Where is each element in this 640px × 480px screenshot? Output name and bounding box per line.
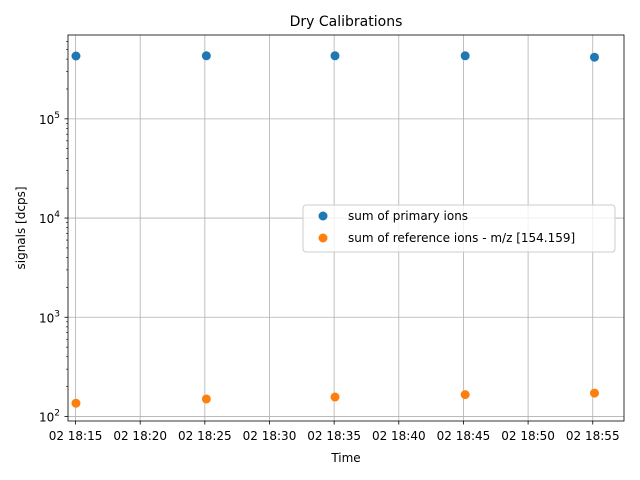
data-point <box>461 390 470 399</box>
x-tick-label: 02 18:35 <box>307 429 361 443</box>
legend-label-reference-ions: sum of reference ions - m/z [154.159] <box>348 231 575 245</box>
legend-label-primary-ions: sum of primary ions <box>348 209 468 223</box>
data-point <box>71 51 80 60</box>
data-point <box>71 399 80 408</box>
x-axis-label: Time <box>330 451 360 465</box>
data-point <box>590 389 599 398</box>
data-point <box>461 51 470 60</box>
x-tick-label: 02 18:15 <box>49 429 103 443</box>
x-tick-label: 02 18:50 <box>501 429 555 443</box>
data-point <box>202 51 211 60</box>
x-tick-label: 02 18:40 <box>372 429 426 443</box>
legend-marker-primary-ions <box>319 212 328 221</box>
data-point <box>331 51 340 60</box>
data-point <box>202 394 211 403</box>
data-point <box>331 393 340 402</box>
legend: sum of primary ions sum of reference ion… <box>303 205 615 252</box>
x-tick-label: 02 18:45 <box>437 429 491 443</box>
chart-title: Dry Calibrations <box>290 14 403 30</box>
legend-marker-reference-ions <box>319 234 328 243</box>
x-tick-label: 02 18:25 <box>178 429 232 443</box>
x-tick-label: 02 18:55 <box>566 429 620 443</box>
y-axis-label: signals [dcps] <box>14 186 28 269</box>
x-tick-label: 02 18:30 <box>243 429 297 443</box>
data-point <box>590 53 599 62</box>
x-tick-label: 02 18:20 <box>113 429 167 443</box>
